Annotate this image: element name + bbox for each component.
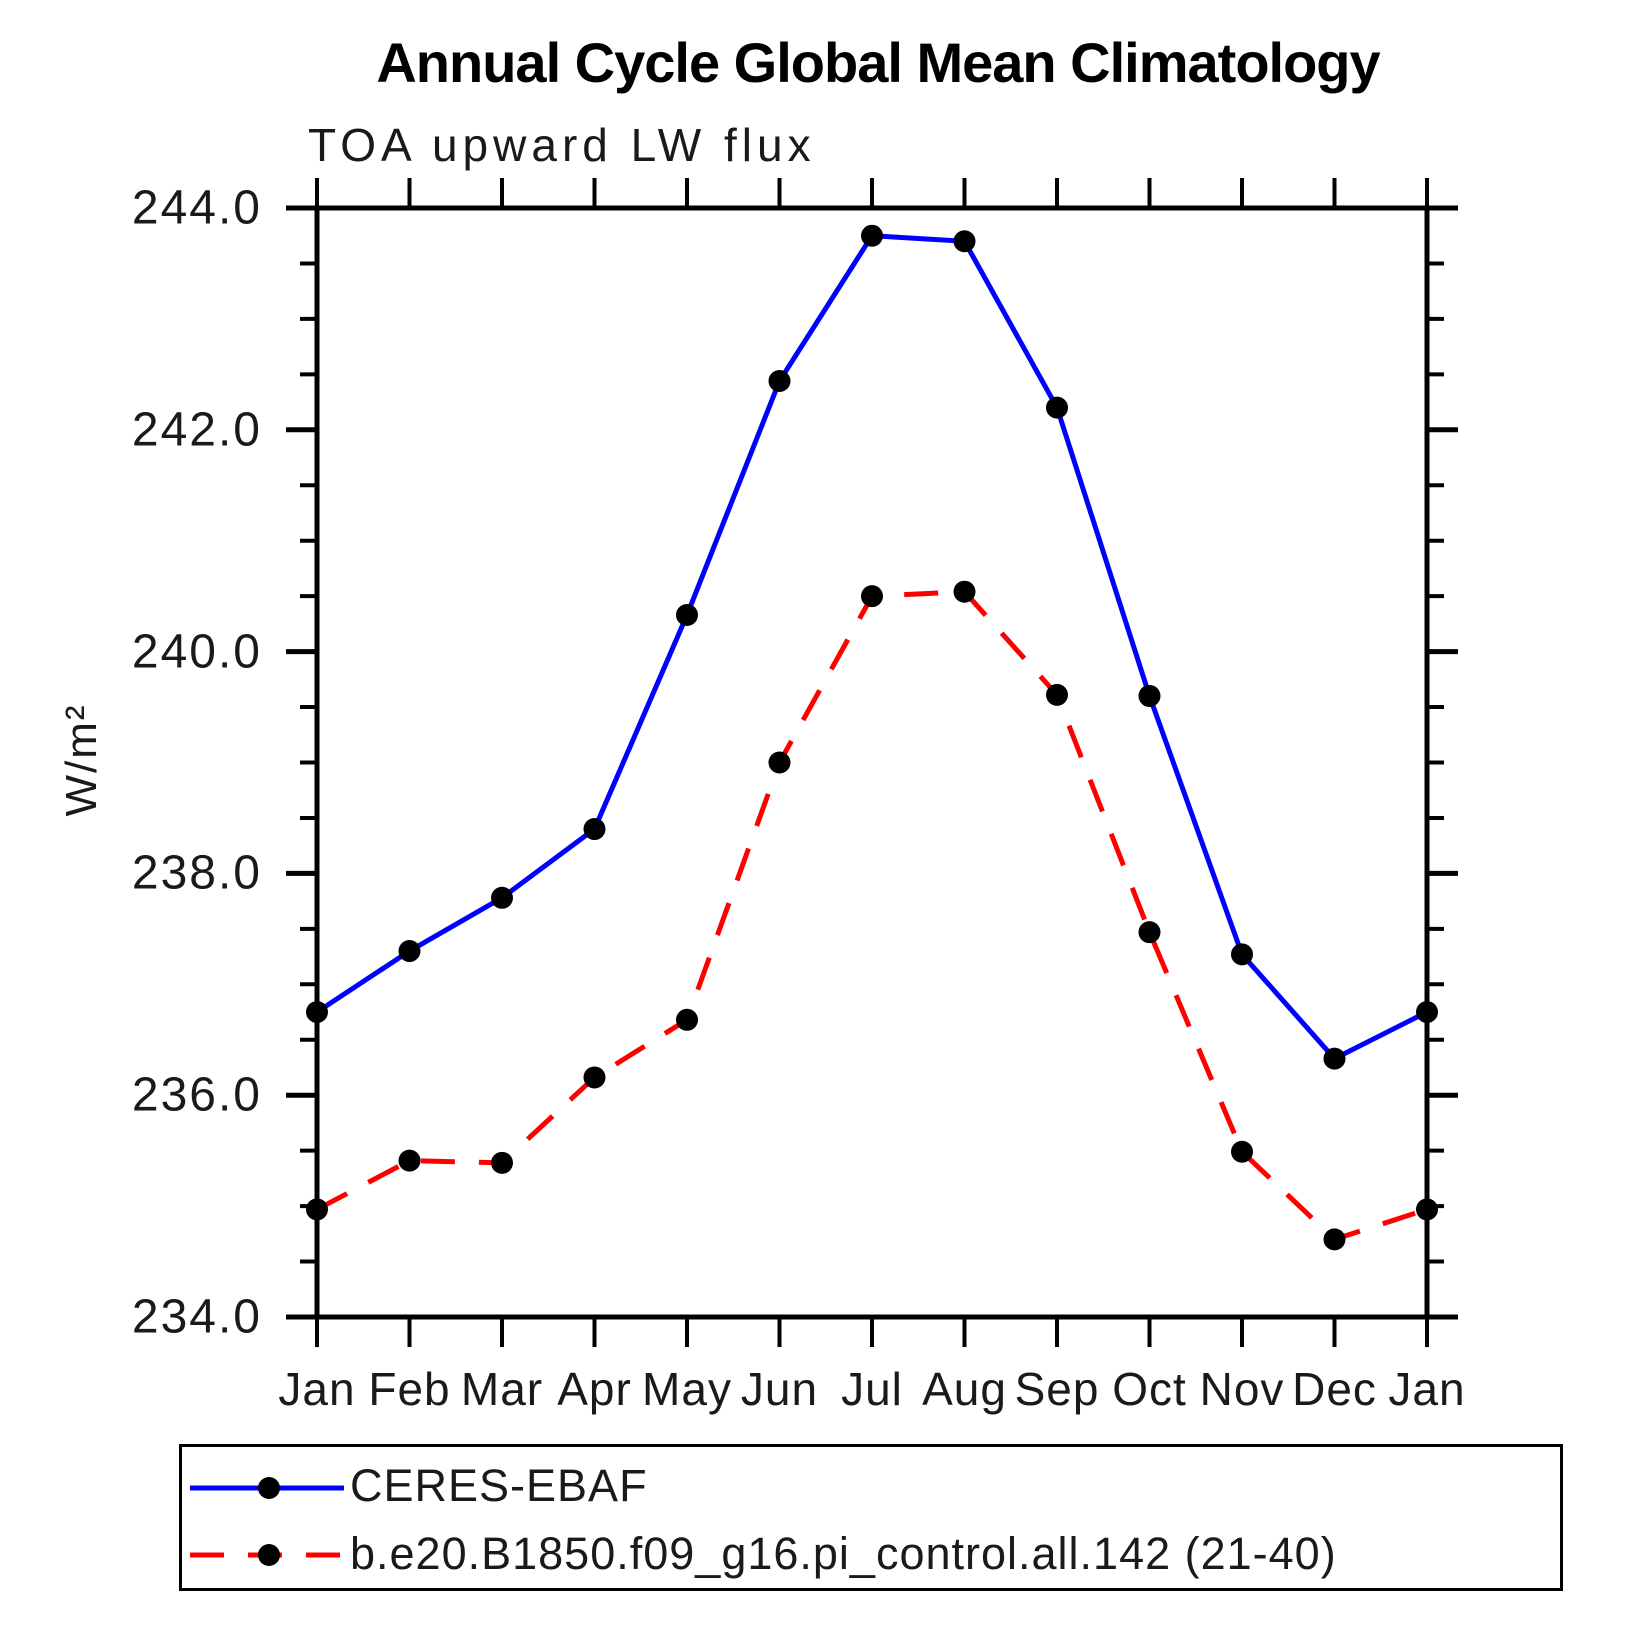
data-point-0-Jan — [1416, 1001, 1438, 1024]
data-point-1-Nov — [1231, 1140, 1253, 1163]
data-point-0-Jan — [306, 1001, 328, 1024]
data-point-0-Apr — [583, 818, 606, 841]
x-tick-label-9-Oct: Oct — [1112, 1363, 1187, 1415]
x-tick-label-11-Dec: Dec — [1292, 1363, 1377, 1415]
data-point-1-Jan — [1416, 1198, 1438, 1221]
data-point-1-Jun — [768, 751, 791, 774]
y-tick-label-236.0: 236.0 — [131, 1068, 262, 1122]
chart-title: Annual Cycle Global Mean Climatology — [376, 31, 1380, 94]
x-tick-label-7-Aug: Aug — [922, 1363, 1007, 1415]
data-point-1-Dec — [1323, 1228, 1346, 1251]
x-tick-label-2-Mar: Mar — [460, 1363, 544, 1415]
x-tick-label-1-Feb: Feb — [368, 1363, 451, 1415]
x-tick-label-10-Nov: Nov — [1199, 1363, 1285, 1415]
y-tick-label-234.0: 234.0 — [131, 1290, 262, 1344]
data-point-1-Sep — [1046, 683, 1068, 706]
chart-subtitle: TOA upward LW flux — [308, 119, 816, 171]
y-tick-label-244.0: 244.0 — [131, 181, 262, 235]
legend-line-sample-ceres — [190, 1477, 344, 1499]
x-tick-label-3-Apr: Apr — [557, 1363, 632, 1415]
data-point-0-May — [676, 604, 698, 627]
data-point-1-Jan — [306, 1198, 328, 1221]
x-tick-label-6-Jul: Jul — [841, 1363, 903, 1415]
y-tick-label-240.0: 240.0 — [131, 625, 262, 679]
data-point-1-Oct — [1138, 921, 1161, 944]
y-tick-label-242.0: 242.0 — [131, 403, 262, 457]
series-line-0 — [315, 233, 1429, 1062]
data-point-0-Feb — [398, 940, 421, 963]
series-line-1 — [315, 589, 1428, 1243]
data-point-0-Jun — [768, 370, 791, 393]
legend-line-sample-model — [190, 1544, 344, 1566]
legend-label-ceres: CERES-EBAF — [350, 1460, 648, 1511]
data-point-1-May — [676, 1008, 698, 1031]
plot-frame — [314, 205, 1430, 1320]
data-point-0-Dec — [1323, 1047, 1346, 1070]
data-point-0-Oct — [1138, 684, 1161, 707]
data-point-0-Sep — [1046, 396, 1068, 419]
data-point-1-Feb — [398, 1149, 421, 1172]
legend: CERES-EBAF b.e20.B1850.f09_g16.pi_contro… — [179, 1444, 1563, 1591]
data-point-1-Jul — [861, 585, 883, 608]
legend-label-model: b.e20.B1850.f09_g16.pi_control.all.142 (… — [350, 1528, 1337, 1579]
x-tick-label-0-Jan: Jan — [278, 1363, 356, 1415]
data-point-0-Nov — [1231, 943, 1253, 966]
data-point-1-Aug — [953, 580, 976, 603]
data-point-1-Mar — [491, 1151, 513, 1174]
data-point-0-Mar — [491, 886, 513, 909]
x-tick-label-5-Jun: Jun — [740, 1363, 819, 1415]
data-point-0-Aug — [953, 230, 976, 253]
y-tick-label-238.0: 238.0 — [131, 846, 262, 900]
x-tick-label-12-Jan: Jan — [1388, 1363, 1466, 1415]
y-axis-title: W/m² — [57, 703, 106, 817]
data-point-0-Jul — [861, 224, 883, 247]
data-point-1-Apr — [583, 1066, 606, 1089]
x-tick-label-4-May: May — [642, 1363, 732, 1415]
x-tick-label-8-Sep: Sep — [1014, 1363, 1100, 1415]
